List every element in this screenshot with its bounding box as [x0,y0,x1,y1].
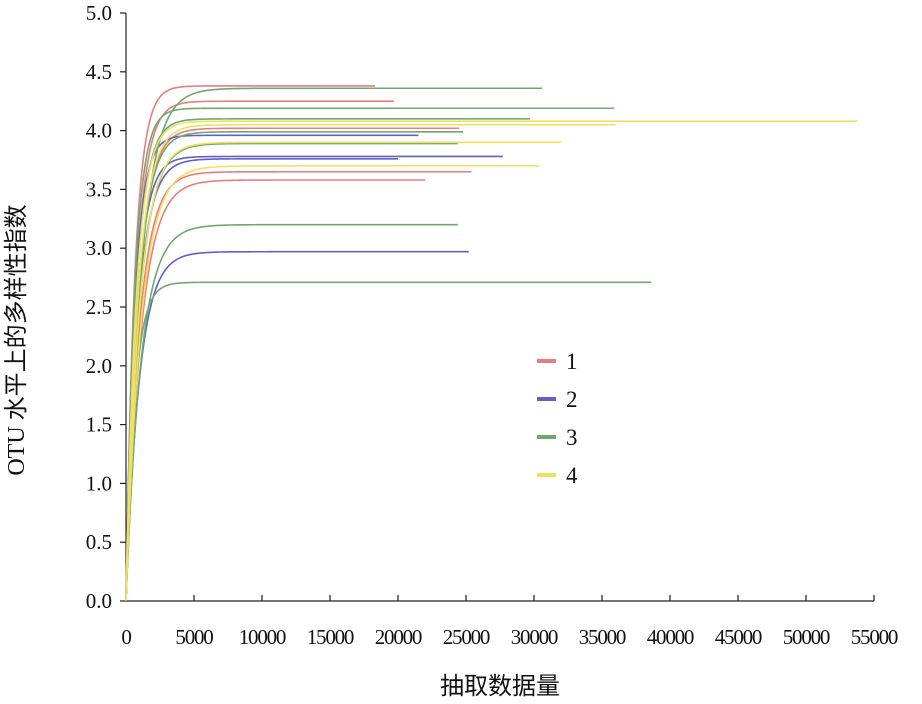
x-tick-label: 50000 [783,625,830,649]
y-axis-title: OTU 水平上的多样性指数 [3,204,30,475]
y-tick-label: 4.5 [86,60,112,84]
x-tick-label: 15000 [307,625,354,649]
x-tick-label: 40000 [647,625,694,649]
x-axis-title: 抽取数据量 [440,673,560,700]
legend-label: 4 [566,463,578,488]
y-tick-label: 4.0 [86,119,112,143]
y-tick-label: 1.5 [86,413,112,437]
series-line-group-1 [125,127,460,601]
series-line-group-3 [125,130,464,601]
y-tick-label: 2.0 [86,354,112,378]
x-tick-label: 30000 [511,625,558,649]
x-tick-label: 25000 [443,625,490,649]
series-line-group-4 [125,141,562,601]
series-line-group-4 [125,165,540,602]
y-tick-label: 2.5 [86,295,112,319]
series-line-group-2 [125,155,503,601]
series-line-group-2 [125,134,419,601]
legend-label: 1 [566,349,578,374]
series-line-group-4 [125,120,858,601]
x-tick-label: 35000 [579,625,626,649]
series-layer [125,85,858,602]
y-tick-label: 0.5 [86,530,112,554]
legend-label: 3 [566,425,578,450]
x-tick-label: 45000 [715,625,762,649]
series-line-group-1 [125,100,394,601]
x-tick-label: 0 [121,625,131,649]
y-tick-label: 5.0 [86,1,112,25]
series-line-group-1 [125,85,375,601]
y-tick-label: 1.0 [86,471,112,495]
series-line-group-3 [125,223,458,602]
x-tick-label: 20000 [375,625,422,649]
series-line-group-3 [125,142,458,602]
series-line-group-4 [125,123,616,601]
y-tick-label: 0.0 [86,589,112,613]
y-tick-label: 3.0 [86,236,112,260]
x-axis: 0 5000 10000 15000 20000 25000 30000 35000 40000… [121,595,899,649]
x-tick-label: 55000 [851,625,898,649]
x-tick-label: 10000 [239,625,286,649]
legend-label: 2 [566,387,578,412]
series-line-group-3 [125,107,615,601]
series-line-group-2 [125,250,469,602]
series-line-group-3 [125,118,530,601]
legend: 1 2 3 4 [537,349,578,488]
x-tick-label: 5000 [175,625,213,649]
y-tick-label: 3.5 [86,177,112,201]
y-axis: 0.0 0.5 1.0 1.5 2.0 2.5 3.0 3.5 4.0 4.5 5.0 [86,1,127,613]
